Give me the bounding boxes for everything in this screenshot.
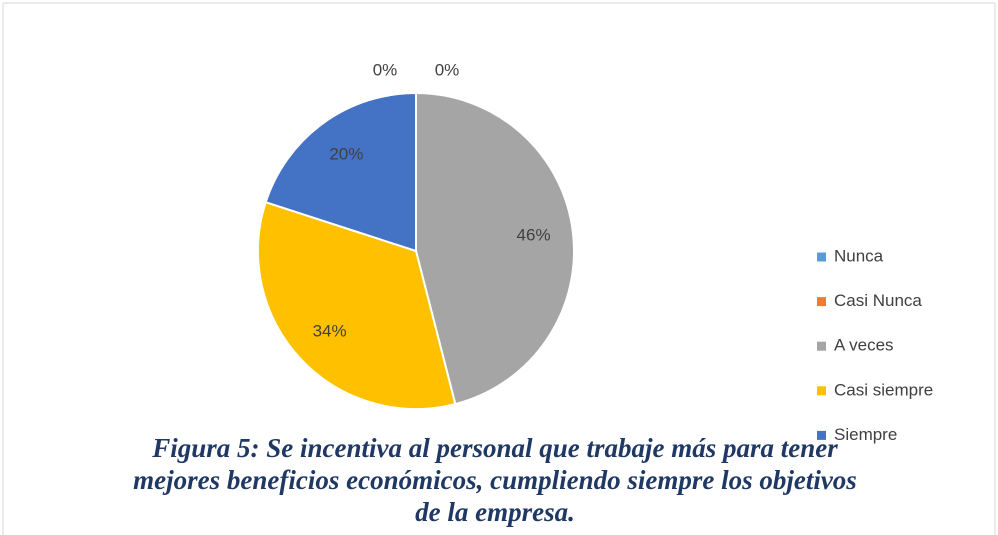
data-label: 0% bbox=[435, 60, 460, 79]
legend-label: Casi Nunca bbox=[834, 291, 922, 310]
data-label: 0% bbox=[373, 60, 398, 79]
data-label: 34% bbox=[313, 322, 347, 341]
legend-swatch bbox=[817, 386, 826, 396]
legend-swatch bbox=[817, 341, 826, 351]
pie-slice bbox=[415, 91, 575, 406]
chart-title: Figura 5: Se incentiva al personal que t… bbox=[133, 433, 857, 527]
data-label: 20% bbox=[329, 145, 363, 164]
legend-swatch bbox=[817, 297, 826, 307]
pie-slice bbox=[257, 200, 457, 410]
legend-label: Siempre bbox=[834, 425, 897, 444]
legend-swatch bbox=[817, 252, 826, 262]
legend-label: Nunca bbox=[834, 246, 884, 265]
legend-label: A veces bbox=[834, 336, 894, 355]
legend-swatch bbox=[817, 430, 826, 440]
legend-label: Casi siempre bbox=[834, 380, 933, 399]
pie-slice bbox=[264, 91, 417, 253]
data-label: 46% bbox=[517, 226, 551, 245]
